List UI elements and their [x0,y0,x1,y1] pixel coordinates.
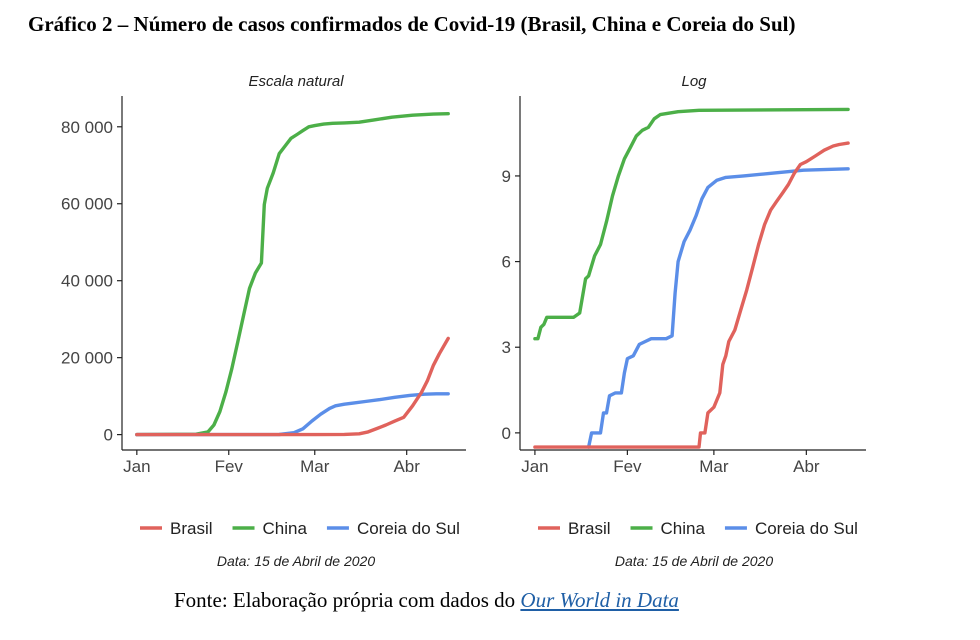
x-tick-label: Mar [699,457,729,476]
legend-label: China [263,519,308,538]
x-tick-label: Jan [123,457,150,476]
x-tick-label: Mar [300,457,330,476]
chart-legend: Brasil China Coreia do Sul [140,519,460,538]
series-line-china [533,107,850,341]
source-link[interactable]: Our World in Data [520,588,679,612]
legend-label: China [661,519,706,538]
page-title: Gráfico 2 – Número de casos confirmados … [28,12,796,36]
series-line-brasil [135,336,450,437]
chart-panel-2: Log 0 3 6 9 Jan Fev Mar Abr Brasil China Coreia do … [502,73,866,569]
y-tick-label: 6 [502,253,511,272]
chart-caption: Data: 15 de Abril de 2020 [217,553,375,569]
y-tick-label: 0 [502,424,511,443]
chart-subtitle: Escala natural [248,73,344,90]
x-tick-label: Fev [215,457,244,476]
legend-label: Coreia do Sul [755,519,858,538]
source-line: Fonte: Elaboração própria com dados do O… [174,588,679,613]
y-tick-label: 80 000 [61,118,113,137]
series-line-china [135,112,450,437]
y-tick-label: 9 [502,167,511,186]
source-prefix: Fonte: Elaboração própria com dados do [174,588,521,612]
series-line-brasil [533,141,850,449]
y-tick-label: 60 000 [61,195,113,214]
legend-label: Brasil [568,519,611,538]
legend-label: Coreia do Sul [357,519,460,538]
chart-panel-1: Escala natural 0 20 000 40 000 60 000 80 000 J… [61,73,466,569]
y-tick-label: 20 000 [61,349,113,368]
x-tick-label: Jan [521,457,548,476]
series-line-coreia-do-sul [135,392,450,437]
chart-legend: Brasil China Coreia do Sul [538,519,858,538]
x-tick-label: Fev [613,457,642,476]
series-line-coreia-do-sul [586,167,850,449]
chart-subtitle: Log [681,73,707,90]
x-tick-label: Abr [393,457,420,476]
legend-label: Brasil [170,519,213,538]
y-tick-label: 0 [104,426,113,445]
y-tick-label: 40 000 [61,272,113,291]
x-tick-label: Abr [793,457,820,476]
chart-caption: Data: 15 de Abril de 2020 [615,553,773,569]
y-tick-label: 3 [502,338,511,357]
